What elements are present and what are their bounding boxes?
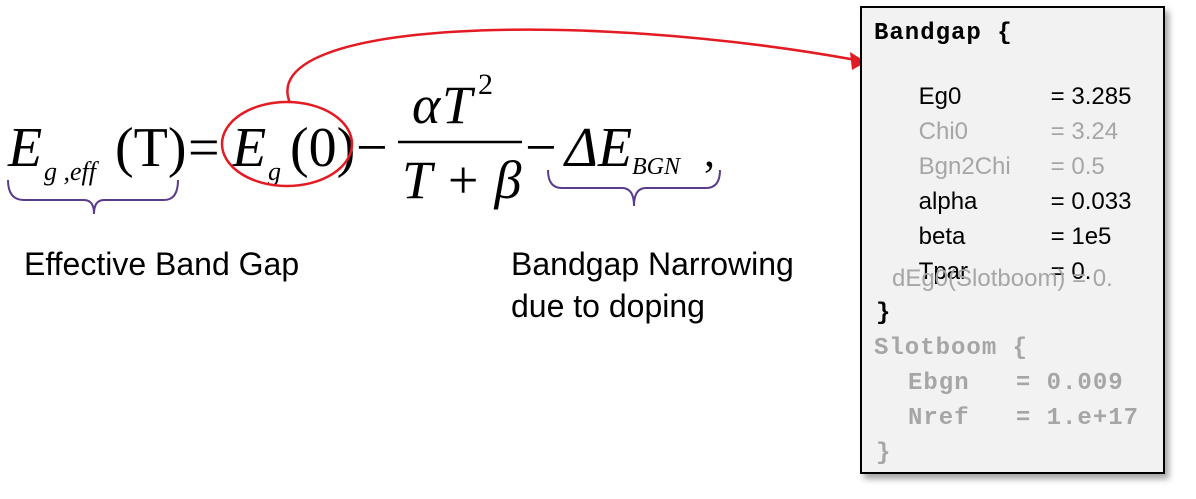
effective-band-gap-label: Effective Band Gap — [24, 246, 300, 282]
bgn-label-line-2: due to doping — [511, 288, 705, 324]
param-value-chi0: = 3.24 — [1050, 118, 1119, 145]
highlight-ellipse — [220, 100, 354, 188]
minus-sign-1: − — [356, 117, 388, 179]
denominator: T + β — [402, 150, 521, 210]
param-key-beta: beta — [918, 223, 966, 250]
eg-E: E — [231, 117, 266, 179]
numerator-exponent: 2 — [478, 68, 493, 101]
param-value-tpar: = 0. — [1050, 258, 1092, 285]
lhs-E: E — [7, 117, 42, 179]
slotboom-nref: Nref = 1.e+17 — [908, 405, 1140, 432]
numerator-alpha: α — [412, 75, 442, 135]
bandgap-narrowing-label: Bandgap Narrowing due to doping — [511, 243, 794, 327]
bandgap-header: Bandgap { — [874, 20, 1013, 47]
parameter-file-box: Bandgap { Eg0 = 3.285 Chi0 = 3.24 Bgn2Chi =… — [860, 6, 1165, 474]
lhs-argument: (T) — [115, 117, 187, 179]
comma: , — [704, 127, 715, 176]
param-row-tpar: Tpar = 0. — [892, 230, 1092, 314]
param-value-eg0: = 3.285 — [1050, 83, 1132, 110]
slotboom-close-brace: } — [876, 440, 892, 467]
brace-effective — [7, 179, 179, 215]
eg-subscript: g — [268, 157, 281, 186]
arrow-head — [850, 52, 866, 70]
param-row-chi0: Chi0 = 3.24 — [892, 90, 1118, 174]
slotboom-header: Slotboom { — [874, 335, 1029, 362]
param-key-tpar: Tpar — [918, 258, 969, 285]
equals-sign: = — [188, 117, 220, 179]
connector-arrow — [286, 28, 857, 104]
minus-sign-2: − — [525, 117, 557, 179]
param-row-eg0: Eg0 = 3.285 — [892, 55, 1132, 139]
param-key-alpha: alpha — [918, 188, 978, 215]
param-row-deg0: dEg0(Slotboom) = 0. — [892, 265, 1113, 292]
numerator-T: T — [442, 75, 476, 135]
eg-argument: (0) — [290, 117, 355, 179]
param-key-eg0: Eg0 — [918, 83, 962, 110]
param-value-alpha: = 0.033 — [1050, 188, 1132, 215]
bgn-subscript: BGN — [632, 154, 682, 180]
param-row-beta: beta = 1e5 — [892, 195, 1112, 279]
delta-E: ΔE — [563, 117, 632, 179]
bgn-label-line-1: Bandgap Narrowing — [511, 246, 794, 282]
param-row-alpha: alpha = 0.033 — [892, 160, 1132, 244]
bandgap-close-brace: } — [876, 300, 892, 327]
lhs-subscript: g ,eff — [44, 157, 100, 186]
brace-bgn — [547, 169, 721, 207]
slotboom-ebgn: Ebgn = 0.009 — [908, 370, 1124, 397]
param-key-bgn2chi: Bgn2Chi — [918, 153, 1011, 180]
param-value-bgn2chi: = 0.5 — [1050, 153, 1105, 180]
param-value-beta: = 1e5 — [1050, 223, 1112, 250]
param-key-chi0: Chi0 — [918, 118, 969, 145]
param-row-bgn2chi: Bgn2Chi = 0.5 — [892, 125, 1105, 209]
